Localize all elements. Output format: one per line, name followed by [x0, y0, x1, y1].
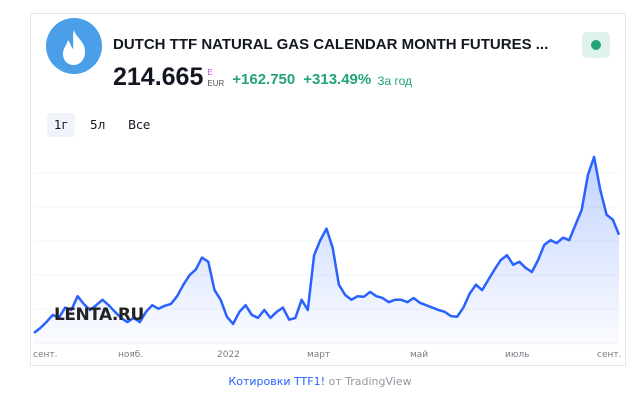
- flame-icon: [46, 18, 102, 74]
- status-dot-icon: [591, 40, 601, 50]
- watermark: LENTA.RU: [54, 305, 144, 325]
- range-all-button[interactable]: Все: [128, 118, 151, 132]
- market-status-button[interactable]: [582, 32, 610, 58]
- range-1y-button[interactable]: 1г: [47, 113, 75, 137]
- change-period: За год: [377, 74, 413, 88]
- widget-card: [30, 13, 626, 366]
- currency: E EUR: [207, 67, 224, 89]
- price-row: 214.665 E EUR +162.750 +313.49% За год: [113, 62, 412, 92]
- x-tick-label: нояб.: [118, 350, 144, 360]
- x-tick-label: 2022: [217, 350, 240, 360]
- x-tick-label: март: [307, 350, 331, 360]
- currency-mark: E: [207, 68, 213, 77]
- x-tick-label: июль: [505, 350, 530, 360]
- currency-code: EUR: [207, 79, 225, 88]
- quotes-link[interactable]: Котировки TTF1!: [228, 375, 325, 388]
- attribution: Котировки TTF1! от TradingView: [0, 375, 640, 388]
- x-tick-label: сент.: [597, 350, 622, 360]
- range-5y-button[interactable]: 5л: [90, 118, 106, 132]
- x-tick-label: май: [410, 350, 429, 360]
- attribution-suffix: от TradingView: [324, 375, 412, 388]
- change-abs: +162.750: [232, 71, 296, 88]
- change-pct: +313.49%: [303, 71, 372, 88]
- x-tick-label: сент.: [33, 350, 58, 360]
- area-fill: [34, 156, 619, 345]
- symbol-title[interactable]: DUTCH TTF NATURAL GAS CALENDAR MONTH FUT…: [113, 36, 549, 53]
- price: 214.665: [113, 63, 204, 91]
- price-line: [33, 155, 621, 334]
